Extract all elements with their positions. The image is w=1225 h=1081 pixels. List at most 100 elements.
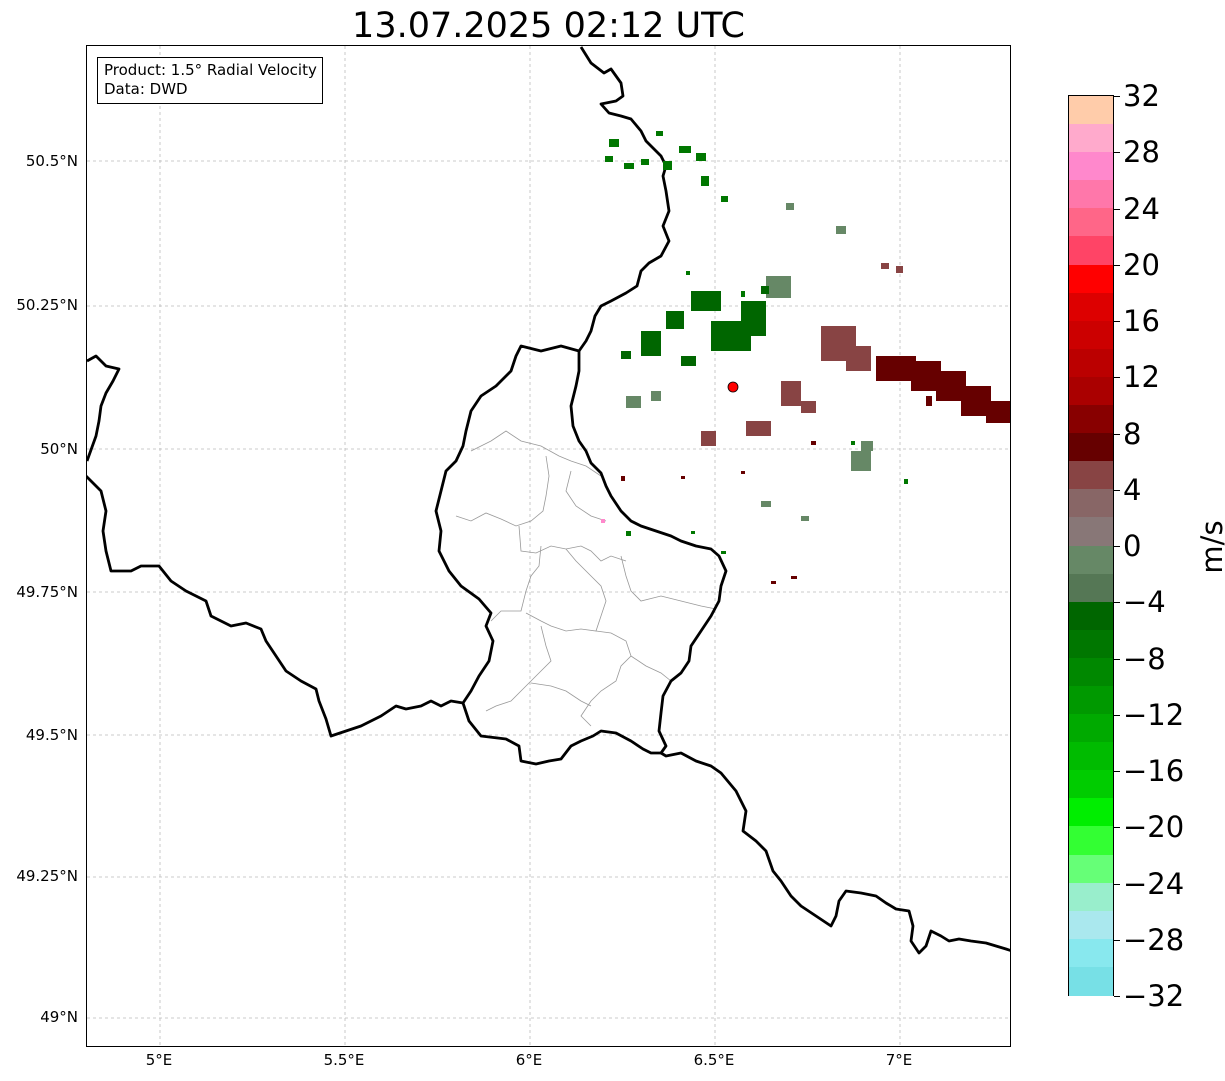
colorbar-tick-label: −28 — [1123, 922, 1185, 957]
colorbar-segment — [1069, 208, 1113, 237]
colorbar-tick-label: 24 — [1123, 191, 1160, 226]
radar-site-marker — [727, 381, 739, 393]
colorbar-segment — [1069, 292, 1113, 322]
colorbar-tick-label: 16 — [1123, 304, 1160, 338]
colorbar-segment — [1069, 657, 1113, 687]
admin-line — [518, 525, 627, 562]
lon-tick-label: 6.5°E — [693, 1051, 735, 1069]
colorbar-segment — [1069, 489, 1113, 518]
colorbar-tick — [1114, 264, 1120, 266]
admin-line — [490, 545, 542, 622]
colorbar-segment — [1069, 770, 1113, 799]
colorbar-segment — [1069, 264, 1113, 294]
echo-cluster-east-red — [876, 356, 1010, 423]
colorbar-tick — [1114, 96, 1120, 97]
colorbar-tick-label: −20 — [1123, 810, 1185, 845]
graticule — [87, 46, 1010, 1046]
colorbar-tick-label: −32 — [1123, 979, 1185, 1013]
admin-line — [485, 625, 552, 712]
colorbar-tick-label: −4 — [1123, 585, 1166, 620]
border-fr-be — [87, 475, 464, 738]
colorbar-tick — [1114, 152, 1120, 154]
colorbar-unit-label: m/s — [1195, 520, 1225, 574]
admin-line — [530, 682, 592, 707]
colorbar-segment — [1069, 910, 1113, 940]
lat-tick-label: 50.5°N — [25, 152, 78, 170]
colorbar-segment — [1069, 545, 1113, 575]
admin-line — [525, 548, 607, 632]
border-be-nl — [87, 354, 121, 462]
lat-tick-label: 49°N — [40, 1008, 78, 1026]
border-be-de — [577, 46, 671, 352]
colorbar-tick-label: −8 — [1123, 641, 1166, 676]
canton-boundaries — [455, 430, 717, 727]
colorbar-tick — [1114, 546, 1120, 547]
country-borders — [87, 46, 1010, 955]
map-canvas[interactable] — [87, 46, 1011, 1047]
colorbar-segment — [1069, 966, 1113, 996]
colorbar-tick-label: 20 — [1123, 247, 1160, 282]
colorbar-segment — [1069, 629, 1113, 659]
lat-tick-label: 50.25°N — [16, 296, 78, 314]
admin-line — [620, 555, 717, 610]
echo-cluster-south-grey — [626, 391, 873, 521]
colorbar-segment — [1069, 685, 1113, 715]
map-title: 13.07.2025 02:12 UTC — [352, 6, 745, 46]
lat-tick-label: 49.75°N — [16, 583, 78, 601]
lon-tick-label: 7°E — [885, 1051, 913, 1069]
colorbar-segment — [1069, 96, 1113, 125]
colorbar-segment — [1069, 348, 1113, 378]
echo-cluster-north-grey — [766, 203, 846, 298]
lat-tick-label: 50°N — [40, 440, 78, 458]
colorbar-segment — [1069, 320, 1113, 350]
colorbar-segment — [1069, 882, 1113, 912]
colorbar-segment — [1069, 826, 1113, 856]
lon-tick-label: 5.5°E — [323, 1051, 365, 1069]
colorbar-tick — [1114, 996, 1120, 997]
echo-cluster-west-green — [621, 286, 769, 366]
colorbar-tick — [1114, 433, 1120, 435]
colorbar-segment — [1069, 236, 1113, 266]
colorbar-tick-label: 12 — [1123, 360, 1160, 395]
lon-tick-label: 6°E — [515, 1051, 543, 1069]
echo-scatter-red — [621, 441, 816, 584]
colorbar-tick-label: −16 — [1123, 754, 1185, 788]
colorbar-tick — [1114, 321, 1120, 322]
colorbar-segment — [1069, 601, 1113, 631]
colorbar-tick-label: −12 — [1123, 697, 1185, 732]
colorbar-segment — [1069, 180, 1113, 209]
colorbar-tick-label: 8 — [1123, 416, 1142, 451]
colorbar-tick — [1114, 827, 1120, 829]
echo-cluster-north — [605, 131, 728, 202]
product-label: Product: 1.5° Radial Velocity — [104, 61, 317, 79]
map-panel[interactable] — [86, 45, 1011, 1047]
colorbar-segment — [1069, 517, 1113, 546]
colorbar-tick — [1114, 489, 1120, 491]
admin-line — [470, 430, 602, 477]
colorbar-segment — [1069, 798, 1113, 827]
colorbar-tick-label: 0 — [1123, 529, 1142, 563]
colorbar-tick — [1114, 602, 1120, 604]
colorbar-tick — [1114, 658, 1120, 660]
colorbar-segment — [1069, 854, 1113, 884]
colorbar-tick-label: 28 — [1123, 135, 1160, 170]
admin-line — [580, 630, 632, 727]
border-fr-de — [660, 751, 1010, 955]
colorbar-tick — [1114, 714, 1120, 716]
colorbar-segment — [1069, 124, 1113, 153]
data-source-label: Data: DWD — [104, 80, 188, 98]
colorbar-tick — [1114, 883, 1120, 885]
colorbar-tick-label: −24 — [1123, 866, 1185, 901]
lat-tick-label: 49.5°N — [25, 726, 78, 744]
colorbar-segment — [1069, 461, 1113, 490]
admin-line — [455, 455, 550, 527]
echo-cluster-east-mauve — [701, 263, 903, 446]
colorbar-segment — [1069, 405, 1113, 434]
colorbar-segment — [1069, 742, 1113, 771]
velocity-colorbar — [1068, 95, 1114, 996]
lon-tick-label: 5°E — [145, 1051, 173, 1069]
border-lu — [434, 344, 728, 766]
colorbar-tick-label: 32 — [1123, 79, 1160, 113]
radar-velocity-echoes — [601, 131, 1010, 584]
colorbar-tick — [1114, 939, 1120, 941]
